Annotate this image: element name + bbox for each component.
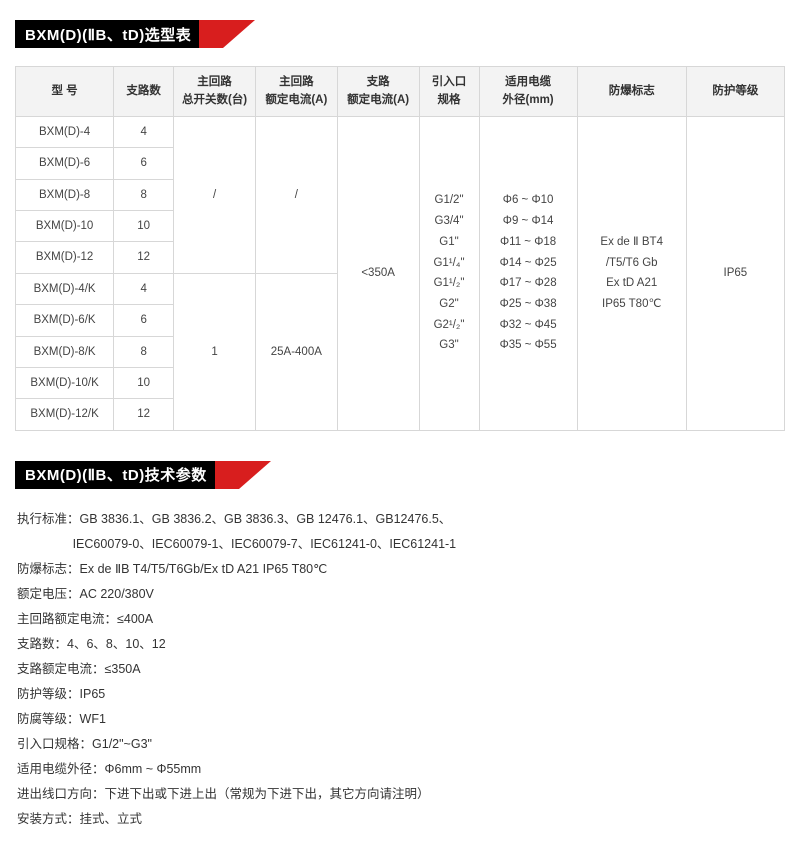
th-ip-grade: 防护等级 [686,67,784,117]
selection-table: 型 号 支路数 主回路总开关数(台) 主回路额定电流(A) 支路额定电流(A) … [15,66,785,431]
cell-branches: 4 [114,273,174,304]
cell-main-current: 25A-400A [255,273,337,430]
spec-label: 支路数： [17,632,67,657]
spec-row: 防爆标志：Ex de ⅡB T4/T5/T6Gb/Ex tD A21 IP65 … [17,557,785,582]
cell-model: BXM(D)-10/K [16,367,114,398]
spec-label: 适用电缆外径： [17,757,105,782]
spec-row: 支路数：4、6、8、10、12 [17,632,785,657]
tech-params-header: BXM(D)(ⅡB、tD)技术参数 [15,461,785,489]
cell-ex-mark: Ex de Ⅱ BT4/T5/T6 GbEx tD A21IP65 T80℃ [577,116,686,430]
spec-label: 主回路额定电流： [17,607,117,632]
cell-model: BXM(D)-4 [16,116,114,147]
th-switch-count: 主回路总开关数(台) [174,67,256,117]
spec-value: IEC60079-0、IEC60079-1、IEC60079-7、IEC6124… [73,532,457,557]
tech-params-title: BXM(D)(ⅡB、tD)技术参数 [15,461,215,489]
selection-table-title: BXM(D)(ⅡB、tD)选型表 [15,20,199,48]
cell-branches: 8 [114,336,174,367]
cell-branches: 12 [114,242,174,273]
th-main-current: 主回路额定电流(A) [255,67,337,117]
th-branch-current: 支路额定电流(A) [337,67,419,117]
spec-row: 主回路额定电流：≤400A [17,607,785,632]
header-red-wedge [223,20,255,48]
cell-cable: Φ6 ~ Φ10Φ9 ~ Φ14Φ11 ~ Φ18Φ14 ~ Φ25Φ17 ~ … [479,116,577,430]
spec-label: 执行标准： [17,507,80,532]
cell-branches: 6 [114,148,174,179]
spec-value: GB 3836.1、GB 3836.2、GB 3836.3、GB 12476.1… [80,507,452,532]
spec-label: 防爆标志： [17,557,80,582]
header-red-block-2 [215,461,239,489]
header-red-wedge-2 [239,461,271,489]
spec-value: ≤350A [105,657,141,682]
cell-model: BXM(D)-10 [16,210,114,241]
th-model: 型 号 [16,67,114,117]
cell-branches: 4 [114,116,174,147]
spec-value: ≤400A [117,607,153,632]
spec-row: 进出线口方向：下进下出或下进上出（常规为下进下出，其它方向请注明） [17,782,785,807]
cell-model: BXM(D)-8/K [16,336,114,367]
specs-list: 执行标准：GB 3836.1、GB 3836.2、GB 3836.3、GB 12… [15,507,785,832]
th-inlet-spec: 引入口规格 [419,67,479,117]
spec-value: WF1 [80,707,106,732]
spec-value: IP65 [80,682,106,707]
tech-params-section: BXM(D)(ⅡB、tD)技术参数 执行标准：GB 3836.1、GB 3836… [15,461,785,832]
spec-label: 支路额定电流： [17,657,105,682]
spec-value: Φ6mm ~ Φ55mm [105,757,202,782]
spec-value: AC 220/380V [80,582,154,607]
cell-switch-count: / [174,116,256,273]
cell-ip-grade: IP65 [686,116,784,430]
spec-row: 执行标准：GB 3836.1、GB 3836.2、GB 3836.3、GB 12… [17,507,785,532]
th-branches: 支路数 [114,67,174,117]
spec-label: 防腐等级： [17,707,80,732]
spec-value: 挂式、立式 [80,807,143,832]
cell-model: BXM(D)-4/K [16,273,114,304]
cell-branches: 8 [114,179,174,210]
th-cable-od: 适用电缆外径(mm) [479,67,577,117]
th-ex-mark: 防爆标志 [577,67,686,117]
spec-row: 防护等级：IP65 [17,682,785,707]
spec-row: 引入口规格：G1/2"~G3" [17,732,785,757]
cell-branches: 12 [114,399,174,430]
cell-model: BXM(D)-8 [16,179,114,210]
spec-row: 防腐等级：WF1 [17,707,785,732]
spec-label: 引入口规格： [17,732,92,757]
spec-label: 防护等级： [17,682,80,707]
spec-value: G1/2"~G3" [92,732,152,757]
spec-row: 额定电压：AC 220/380V [17,582,785,607]
cell-branch-current: <350A [337,116,419,430]
spec-value: 下进下出或下进上出（常规为下进下出，其它方向请注明） [105,782,430,807]
selection-table-header: BXM(D)(ⅡB、tD)选型表 [15,20,785,48]
spec-value: Ex de ⅡB T4/T5/T6Gb/Ex tD A21 IP65 T80℃ [80,557,328,582]
spec-label: 安装方式： [17,807,80,832]
cell-model: BXM(D)-6/K [16,305,114,336]
header-red-block [199,20,223,48]
spec-label [17,532,73,557]
spec-label: 进出线口方向： [17,782,105,807]
spec-value: 4、6、8、10、12 [67,632,166,657]
cell-switch-count: 1 [174,273,256,430]
cell-model: BXM(D)-12 [16,242,114,273]
spec-row: 安装方式：挂式、立式 [17,807,785,832]
spec-row: 适用电缆外径：Φ6mm ~ Φ55mm [17,757,785,782]
cell-branches: 10 [114,367,174,398]
cell-branches: 10 [114,210,174,241]
cell-model: BXM(D)-12/K [16,399,114,430]
spec-row: IEC60079-0、IEC60079-1、IEC60079-7、IEC6124… [17,532,785,557]
cell-model: BXM(D)-6 [16,148,114,179]
table-row: BXM(D)-44//<350AG1/2"G3/4"G1"G1¹/₄"G1¹/₂… [16,116,785,147]
cell-main-current: / [255,116,337,273]
cell-branches: 6 [114,305,174,336]
spec-label: 额定电压： [17,582,80,607]
cell-inlet: G1/2"G3/4"G1"G1¹/₄"G1¹/₂"G2"G2¹/₂"G3" [419,116,479,430]
spec-row: 支路额定电流：≤350A [17,657,785,682]
table-header-row: 型 号 支路数 主回路总开关数(台) 主回路额定电流(A) 支路额定电流(A) … [16,67,785,117]
